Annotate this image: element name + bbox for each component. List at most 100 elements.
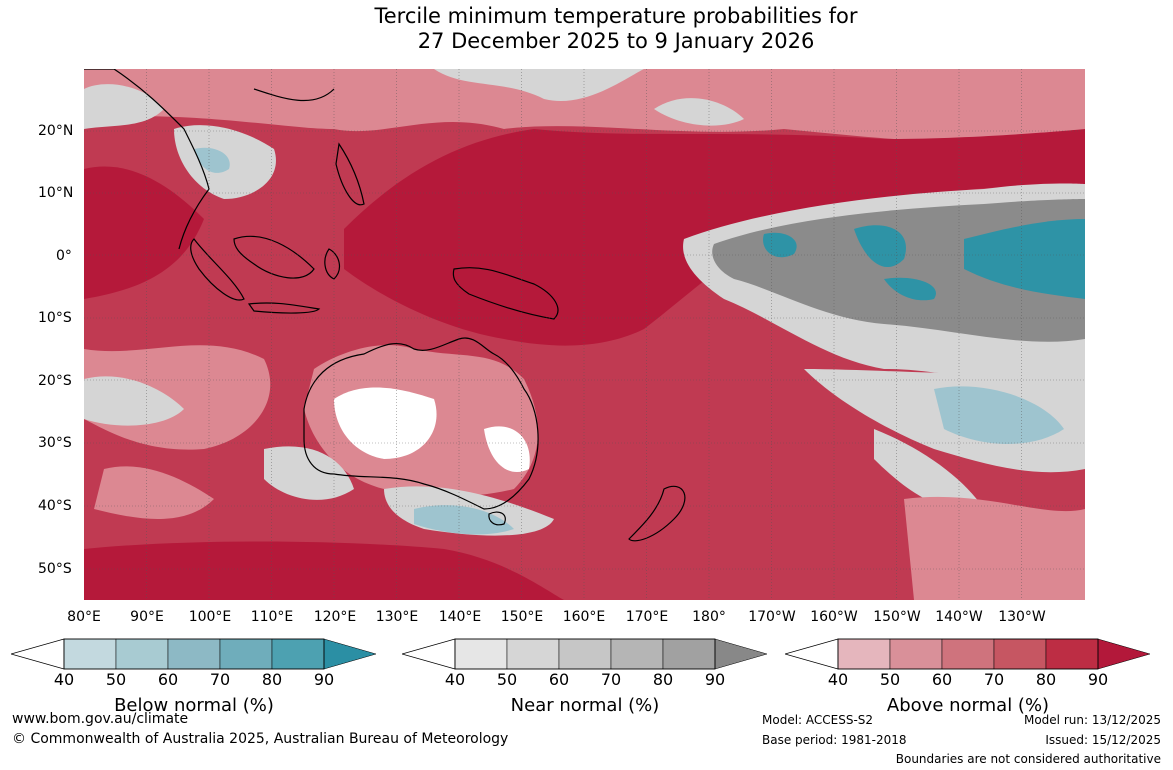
colorbar-above-tick: 90 — [1087, 670, 1109, 689]
asia-coast — [84, 69, 210, 250]
tasmania-coast — [488, 511, 506, 526]
title-line-2: 27 December 2025 to 9 January 2026 — [417, 29, 815, 53]
lon-label: 160°E — [562, 609, 606, 625]
lon-label: 160°W — [810, 609, 858, 625]
colorbar-near-tick: 50 — [496, 670, 518, 689]
model-name: Model: ACCESS-S2 — [762, 713, 874, 727]
se-pink-area — [904, 496, 1085, 600]
colorbar-near-swatch — [558, 638, 612, 670]
coastlines — [84, 69, 686, 542]
colorbar-above-tick: 60 — [931, 670, 953, 689]
map-title: Tercile minimum temperature probabilitie… — [0, 4, 1173, 54]
map-svg — [84, 69, 1085, 600]
lat-label: 20°N — [38, 123, 74, 139]
base-period: Base period: 1981-2018 — [762, 733, 907, 747]
lon-label: 90°E — [130, 609, 164, 625]
lon-label: 150°E — [500, 609, 544, 625]
colorbar-near-tick: 40 — [444, 670, 466, 689]
lon-label: 80°E — [67, 609, 101, 625]
colorbar-above-tick: 80 — [1035, 670, 1057, 689]
colorbar-near-swatch — [506, 638, 560, 670]
philippines-coast — [335, 142, 365, 206]
colorbar-above-swatch — [1045, 638, 1099, 670]
china-coast — [253, 88, 335, 102]
colorbar-below-swatch — [271, 638, 325, 670]
colorbar-above-swatch — [889, 638, 943, 670]
colorbar-above-over-arrow — [1097, 638, 1151, 670]
boundaries-disclaimer: Boundaries are not considered authoritat… — [895, 752, 1161, 766]
south-aus-below — [414, 505, 514, 535]
se-grey-patch — [874, 429, 984, 511]
colorbar-above-tick: 70 — [983, 670, 1005, 689]
australia-white-patch-2 — [484, 426, 530, 473]
lon-label: 130°W — [998, 609, 1046, 625]
colorbar-near-swatch — [610, 638, 664, 670]
colorbar-below-swatch — [219, 638, 273, 670]
colorbar-near-tick: 90 — [704, 670, 726, 689]
lon-label: 100°E — [188, 609, 232, 625]
colorbar-near-swatch — [454, 638, 508, 670]
below-patch-2 — [854, 225, 906, 268]
sumatra-coast — [190, 238, 245, 301]
grey-patch-2 — [654, 98, 744, 126]
colorbar-below-label: Below normal (%) — [114, 695, 274, 716]
issued-date: Issued: 15/12/2025 — [1045, 733, 1161, 747]
website-link[interactable]: www.bom.gov.au/climate — [12, 711, 189, 727]
probability-map — [84, 69, 1085, 600]
lat-label: 10°N — [38, 185, 74, 201]
lon-label: 110°E — [250, 609, 294, 625]
colorbar-below-tick: 90 — [313, 670, 335, 689]
lat-label: 10°S — [38, 310, 72, 326]
lat-label: 20°S — [38, 373, 72, 389]
colorbar-below-swatch — [167, 638, 221, 670]
colorbar-above-label: Above normal (%) — [886, 695, 1050, 716]
lat-label: 50°S — [38, 561, 72, 577]
colorbar-near-tick: 80 — [652, 670, 674, 689]
colorbar-near-under-arrow — [402, 638, 456, 670]
lon-label: 170°E — [625, 609, 669, 625]
colorbar-near-tick: 70 — [600, 670, 622, 689]
colorbar-below-under-arrow — [11, 638, 65, 670]
australia-coast — [303, 337, 539, 510]
colorbar-near-swatch — [662, 638, 716, 670]
colorbar-below — [11, 638, 377, 670]
colorbar-below-over-arrow — [323, 638, 377, 670]
north-grey-patch — [434, 69, 644, 102]
colorbar-below-tick: 40 — [53, 670, 75, 689]
new-zealand-coast — [628, 485, 686, 542]
model-run-date: Model run: 13/12/2025 — [1023, 713, 1161, 727]
colorbar-above-tick: 50 — [879, 670, 901, 689]
title-line-1: Tercile minimum temperature probabilitie… — [374, 4, 858, 28]
colorbar-below-tick: 50 — [105, 670, 127, 689]
west-red-core — [84, 166, 204, 299]
new-guinea-coast — [452, 267, 559, 320]
colorbar-near-label: Near normal (%) — [510, 695, 660, 716]
colorbar-below-tick: 70 — [209, 670, 231, 689]
lon-label: 140°W — [935, 609, 983, 625]
lat-label: 0° — [56, 248, 72, 264]
colorbar-above-tick: 40 — [827, 670, 849, 689]
colorbar-near — [402, 638, 768, 670]
lat-label: 40°S — [38, 498, 72, 514]
nw-grey-patch — [84, 84, 164, 129]
copyright-notice: © Commonwealth of Australia 2025, Austra… — [12, 731, 509, 747]
lon-label: 140°E — [438, 609, 482, 625]
se-below-patch — [934, 386, 1064, 444]
lat-label: 30°S — [38, 435, 72, 451]
colorbar-below-swatch — [63, 638, 117, 670]
colorbar-above-swatch — [993, 638, 1047, 670]
below-patch-4 — [884, 277, 936, 301]
indian-grey-patch — [84, 376, 184, 426]
colorbar-near-tick: 60 — [548, 670, 570, 689]
southern-red-band — [84, 541, 564, 600]
colorbar-above-swatch — [941, 638, 995, 670]
lon-label: 180° — [692, 609, 726, 625]
colorbar-above-under-arrow — [785, 638, 839, 670]
lon-label: 170°W — [748, 609, 796, 625]
below-patch-1 — [763, 232, 797, 258]
asia-below-patch — [194, 147, 230, 173]
lon-label: 120°E — [313, 609, 357, 625]
colorbar-below-tick: 80 — [261, 670, 283, 689]
lon-label: 150°W — [873, 609, 921, 625]
lon-label: 130°E — [375, 609, 419, 625]
